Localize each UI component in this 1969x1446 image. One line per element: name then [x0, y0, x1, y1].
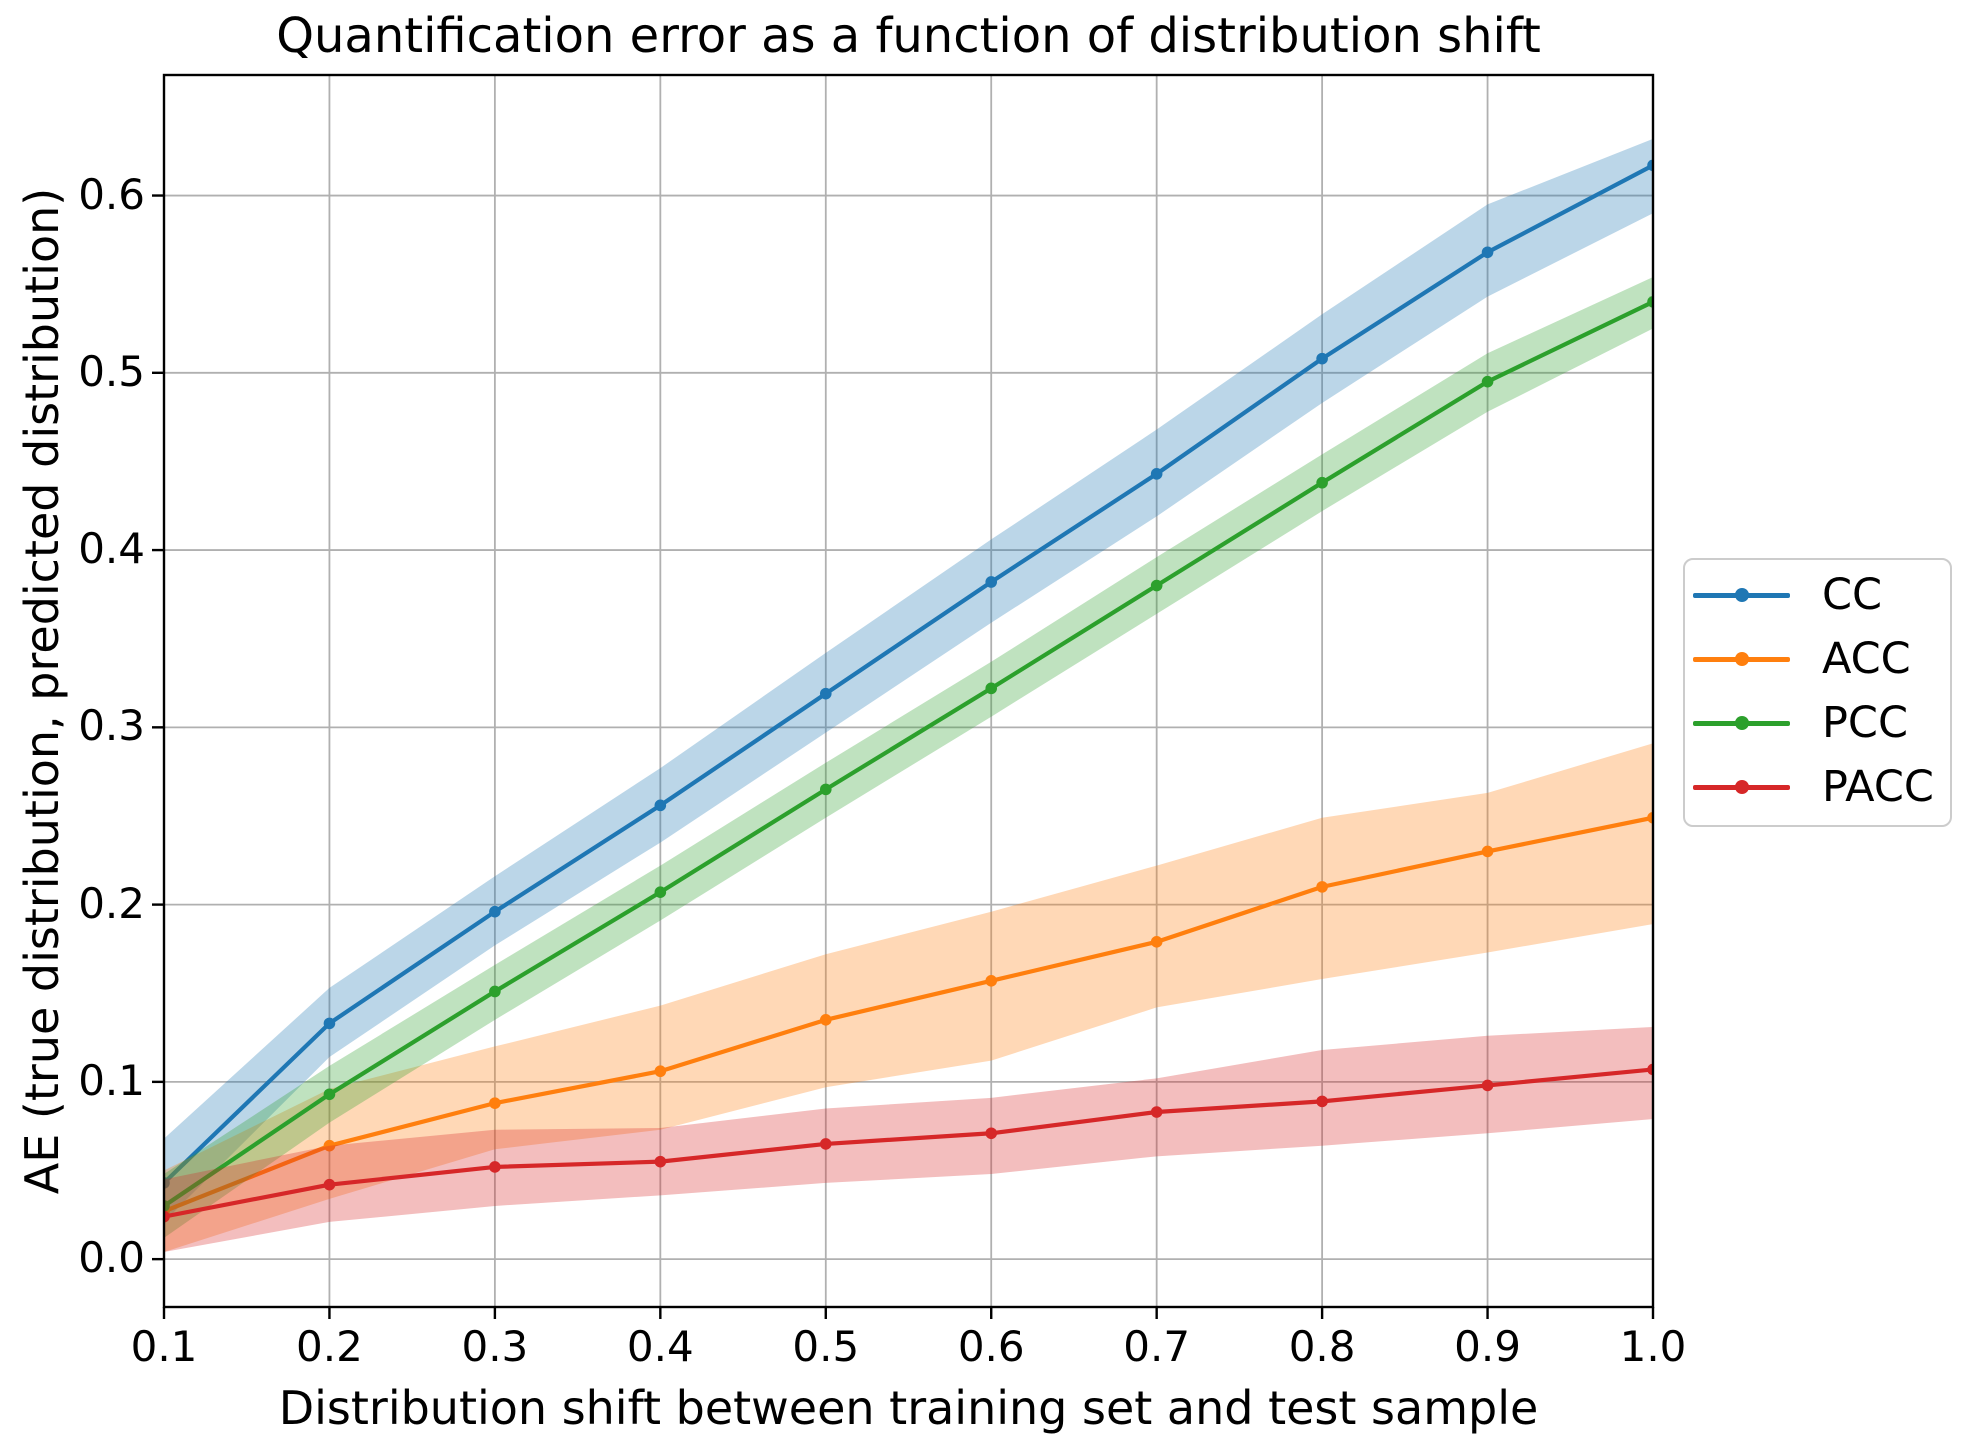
confidence-band-PCC	[164, 277, 1653, 1238]
data-point-PCC	[489, 985, 501, 998]
series-line-CC	[164, 163, 1653, 1186]
data-point-PCC	[819, 783, 832, 796]
series-layer	[164, 138, 1653, 1253]
y-tick-label: 0.2	[78, 878, 145, 928]
data-point-ACC	[985, 975, 998, 987]
series-line-ACC	[164, 815, 1653, 1214]
y-tick-label: 0.5	[78, 346, 145, 396]
data-point-CC	[1316, 352, 1328, 365]
data-point-CC	[1647, 159, 1653, 172]
series-markers-PACC	[164, 1063, 1653, 1223]
data-point-CC	[985, 576, 998, 588]
data-point-CC	[1481, 246, 1494, 259]
legend-entry-ACC: ACC	[1685, 627, 1950, 691]
plot-border	[162, 73, 1655, 1309]
y-tick-label: 0.0	[78, 1233, 145, 1283]
data-point-ACC	[1647, 811, 1653, 824]
legend-entry-PCC: PCC	[1685, 691, 1950, 755]
legend: CC ACC PCC PACC	[1683, 558, 1952, 827]
legend-entry-PACC: PACC	[1685, 755, 1950, 819]
confidence-band-CC	[164, 138, 1653, 1222]
x-tick-label: 0.9	[1454, 1322, 1521, 1371]
legend-label: PACC	[1822, 761, 1934, 812]
legend-marker-dot	[1734, 780, 1749, 794]
data-point-PCC	[323, 1088, 336, 1101]
data-point-PACC	[164, 1210, 170, 1223]
x-tick-label: 0.3	[461, 1322, 529, 1371]
y-tick-label: 0.6	[78, 169, 145, 219]
data-point-PACC	[1316, 1095, 1328, 1108]
data-point-PCC	[1316, 476, 1328, 489]
confidence-band-ACC	[164, 743, 1653, 1253]
legend-line-swatch	[1693, 780, 1790, 794]
data-point-CC	[489, 905, 501, 918]
data-point-CC	[1150, 468, 1163, 480]
series-markers-CC	[164, 159, 1653, 1189]
x-tick-label: 0.4	[626, 1322, 694, 1371]
x-tick-label: 0.7	[1123, 1322, 1191, 1371]
data-point-ACC	[654, 1065, 667, 1078]
data-point-ACC	[489, 1097, 501, 1109]
x-tick-label: 0.5	[792, 1322, 860, 1371]
data-point-PCC	[164, 1200, 170, 1212]
data-point-PACC	[1647, 1063, 1653, 1076]
data-point-CC	[164, 1177, 170, 1189]
series-markers-PCC	[164, 296, 1653, 1212]
legend-marker-dot	[1734, 652, 1749, 666]
data-point-CC	[819, 687, 832, 700]
chart-title: Quantification error as a function of di…	[276, 8, 1541, 64]
data-point-PCC	[1481, 375, 1494, 388]
data-point-PACC	[654, 1155, 667, 1168]
data-point-PCC	[1150, 579, 1163, 592]
legend-marker-dot	[1734, 588, 1749, 602]
data-point-PCC	[985, 682, 998, 695]
data-point-CC	[654, 799, 667, 812]
data-point-PACC	[1481, 1079, 1494, 1092]
legend-label: ACC	[1822, 633, 1911, 684]
data-point-PCC	[1647, 296, 1653, 308]
y-tick-label: 0.4	[78, 524, 145, 574]
x-tick-label: 0.6	[957, 1322, 1025, 1371]
y-axis-label: AE (true distribution, predicted distrib…	[15, 187, 69, 1195]
series-line-PACC	[164, 1067, 1653, 1219]
data-point-ACC	[1316, 881, 1328, 893]
data-point-ACC	[323, 1139, 336, 1152]
data-point-PACC	[819, 1138, 832, 1150]
data-point-PACC	[985, 1127, 998, 1140]
data-point-PACC	[489, 1161, 501, 1173]
data-point-PACC	[323, 1178, 336, 1191]
legend-marker-dot	[1734, 716, 1749, 730]
data-point-ACC	[819, 1014, 832, 1026]
legend-line-swatch	[1693, 652, 1790, 666]
x-tick-label: 0.1	[130, 1322, 198, 1371]
legend-entry-CC: CC	[1685, 563, 1950, 627]
data-point-ACC	[1481, 845, 1494, 858]
data-point-PACC	[1150, 1106, 1163, 1118]
data-point-CC	[323, 1017, 336, 1030]
y-tick-label: 0.3	[78, 701, 145, 751]
legend-line-swatch	[1693, 588, 1790, 602]
data-point-ACC	[1150, 936, 1163, 948]
legend-line-swatch	[1693, 716, 1790, 730]
series-line-PCC	[164, 299, 1653, 1209]
data-point-PCC	[654, 886, 667, 898]
y-tick-label: 0.1	[78, 1055, 145, 1105]
legend-label: PCC	[1822, 697, 1908, 748]
tick-marks	[152, 194, 1655, 1319]
legend-label: CC	[1822, 569, 1883, 620]
x-tick-label: 0.8	[1288, 1322, 1356, 1371]
x-tick-label: 1.0	[1619, 1322, 1687, 1371]
x-axis-label: Distribution shift between training set …	[278, 1381, 1539, 1435]
x-tick-label: 0.2	[296, 1322, 363, 1371]
